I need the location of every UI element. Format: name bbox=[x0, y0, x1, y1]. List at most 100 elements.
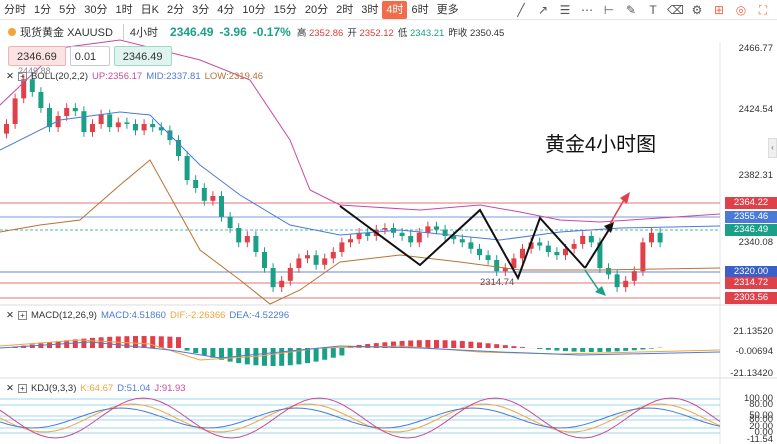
macd-value: MACD:4.51860 bbox=[100, 310, 166, 321]
macd-bar bbox=[176, 337, 181, 348]
candle-body bbox=[176, 140, 181, 156]
macd-bar bbox=[270, 348, 276, 366]
timeframe-11[interactable]: 20分 bbox=[304, 3, 329, 16]
collapse-icon[interactable]: ✕ bbox=[6, 383, 14, 394]
macd-bar bbox=[279, 348, 285, 366]
candle-body bbox=[313, 255, 319, 265]
price-level-tag: 2303.56 bbox=[725, 292, 777, 304]
timeframe-9[interactable]: 10分 bbox=[242, 3, 266, 16]
stat-high: 高 2352.86 bbox=[296, 28, 344, 39]
macd-bar bbox=[296, 348, 302, 365]
text-icon[interactable]: T bbox=[649, 3, 657, 17]
kdj-axis-label: 50.00 bbox=[749, 410, 773, 421]
macd-bar bbox=[640, 348, 646, 350]
timeframe-8[interactable]: 4分 bbox=[217, 3, 235, 16]
indicator-icon[interactable]: ⊞ bbox=[713, 3, 725, 17]
candle-body bbox=[107, 114, 113, 128]
period-selector[interactable]: 4小时 bbox=[122, 24, 164, 40]
candle-body bbox=[468, 242, 474, 249]
kdj-axis-label: -11.54 bbox=[746, 434, 773, 444]
timeframe-1[interactable]: 1分 bbox=[34, 3, 52, 16]
macd-bar bbox=[614, 348, 620, 352]
candle-body bbox=[210, 196, 216, 201]
timeframe-15[interactable]: 6时 bbox=[411, 3, 429, 16]
candle-body bbox=[47, 108, 52, 128]
macd-bar bbox=[649, 348, 654, 349]
price-level-tag: 2346.49 bbox=[725, 224, 777, 236]
macd-bar bbox=[588, 348, 594, 352]
price-level-tag: 2314.72 bbox=[725, 277, 777, 289]
symbol-name[interactable]: 现货黄金 XAUUSD bbox=[20, 27, 113, 39]
timeframe-10[interactable]: 15分 bbox=[273, 3, 297, 16]
buy-button[interactable]: 2346.49 bbox=[113, 46, 172, 66]
timeframe-13[interactable]: 3时 bbox=[361, 3, 379, 16]
macd-bar bbox=[580, 348, 586, 352]
candle-body bbox=[434, 226, 439, 230]
candle-body bbox=[279, 280, 285, 288]
trend-line-icon[interactable]: ╱ bbox=[517, 3, 525, 17]
candle-body bbox=[631, 271, 637, 281]
fib-icon[interactable]: ☰ bbox=[559, 3, 571, 17]
timeframe-16[interactable]: 更多 bbox=[436, 3, 459, 16]
collapse-icon[interactable]: ✕ bbox=[6, 71, 14, 82]
collapse-icon[interactable]: ✕ bbox=[6, 310, 14, 321]
macd-bar bbox=[520, 347, 525, 348]
kdj-axis-label: 80.00 bbox=[749, 414, 773, 425]
timeframe-12[interactable]: 2时 bbox=[336, 3, 354, 16]
settings-icon[interactable]: ⚙ bbox=[691, 3, 703, 17]
candle-body bbox=[141, 124, 147, 131]
macd-bar bbox=[408, 340, 414, 348]
timeframe-6[interactable]: 2分 bbox=[166, 3, 185, 16]
fullscreen-icon[interactable]: ⛶ bbox=[758, 3, 768, 17]
pen-icon[interactable]: ✎ bbox=[625, 3, 637, 17]
bull-arrow-line bbox=[609, 197, 626, 225]
macd-bar bbox=[434, 340, 439, 348]
timeframe-5[interactable]: 日K bbox=[140, 3, 159, 16]
candle-body bbox=[81, 111, 87, 132]
boll-up: UP:2356.17 bbox=[92, 71, 143, 82]
timeframe-4[interactable]: 1时 bbox=[115, 3, 133, 16]
sell-button[interactable]: 2346.69 bbox=[8, 46, 66, 66]
macd-dif: DIF:-2.26366 bbox=[169, 310, 226, 321]
macd-bar bbox=[571, 348, 577, 352]
bear-arrow-line bbox=[584, 269, 601, 293]
candle-body bbox=[365, 232, 371, 236]
macd-bar bbox=[485, 343, 491, 348]
candle-body bbox=[416, 232, 422, 243]
price-level-tag: 2364.22 bbox=[725, 197, 777, 209]
toggle-box-icon[interactable]: + bbox=[17, 384, 27, 393]
camera-icon[interactable]: ◎ bbox=[735, 3, 747, 17]
candle-body bbox=[158, 127, 164, 131]
candle-body bbox=[459, 239, 465, 243]
macd-bar bbox=[193, 348, 199, 354]
chevron-left-icon[interactable]: ‹ bbox=[768, 138, 777, 158]
channel-icon[interactable]: ⋯ bbox=[581, 3, 593, 17]
boll-low: LOW:2319.46 bbox=[204, 71, 264, 82]
measure-icon[interactable]: ⊢ bbox=[603, 3, 615, 17]
eraser-icon[interactable]: ⌫ bbox=[667, 3, 684, 17]
macd-bar bbox=[365, 344, 371, 348]
candle-body bbox=[201, 188, 207, 201]
candle-body bbox=[287, 268, 293, 281]
macd-bar bbox=[64, 340, 70, 348]
timeframe-2[interactable]: 5分 bbox=[59, 3, 77, 16]
ray-icon[interactable]: ↗ bbox=[537, 3, 549, 17]
macd-dea: DEA:-4.52296 bbox=[229, 310, 290, 321]
timeframe-3[interactable]: 30分 bbox=[84, 3, 108, 16]
macd-bar bbox=[339, 348, 345, 356]
candle-body bbox=[322, 258, 328, 265]
macd-bar bbox=[511, 346, 517, 348]
candle-body bbox=[133, 124, 138, 131]
kdj-axis-label: 0.00 bbox=[754, 427, 774, 438]
candle-body bbox=[64, 108, 70, 116]
price-axis-label: 2466.77 bbox=[738, 43, 773, 54]
trend-up-line bbox=[584, 227, 611, 269]
timeframe-14[interactable]: 4时 bbox=[382, 0, 408, 19]
timeframe-0[interactable]: 分时 bbox=[4, 3, 26, 16]
toggle-box-icon[interactable]: + bbox=[17, 311, 27, 320]
quantity-input[interactable]: 0.01 bbox=[69, 46, 110, 66]
toggle-box-icon[interactable]: + bbox=[17, 72, 27, 81]
timeframe-7[interactable]: 3分 bbox=[192, 3, 210, 16]
macd-bar bbox=[262, 348, 267, 366]
